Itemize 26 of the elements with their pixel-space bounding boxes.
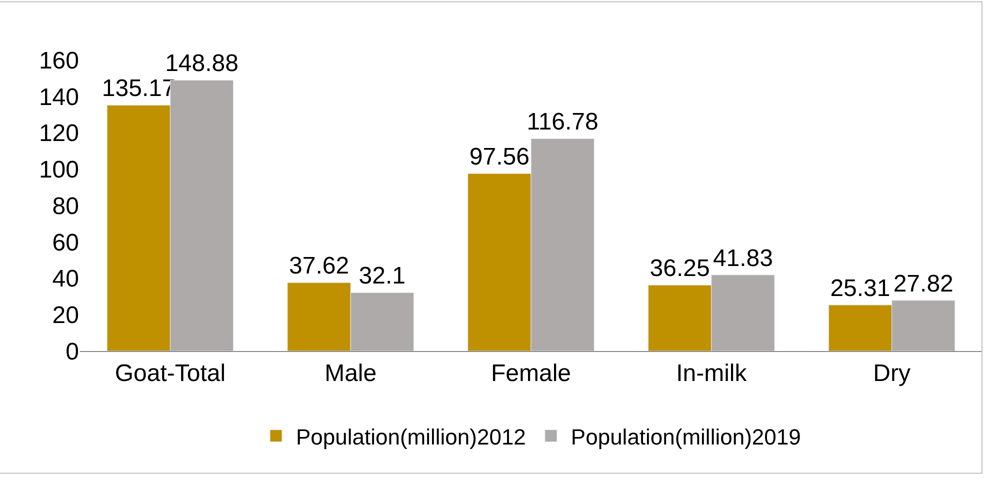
y-tick-label: 80 bbox=[52, 192, 79, 220]
x-tick-label: Goat-Total bbox=[114, 360, 226, 387]
legend-label: Population(million)2019 bbox=[570, 424, 801, 450]
y-tick-label: 140 bbox=[38, 84, 79, 111]
y-tick-label: 60 bbox=[52, 229, 79, 256]
data-label: 41.83 bbox=[712, 244, 773, 272]
x-tick-label: Female bbox=[490, 360, 572, 387]
data-label: 37.62 bbox=[289, 252, 350, 280]
data-label: 148.88 bbox=[165, 50, 238, 78]
x-tick-label: In-milk bbox=[676, 360, 748, 387]
x-tick-label: Dry bbox=[873, 360, 910, 387]
data-label: 32.1 bbox=[358, 262, 406, 290]
data-label: 25.31 bbox=[830, 274, 890, 302]
x-tick-label: Male bbox=[324, 360, 377, 387]
y-tick-label: 160 bbox=[38, 47, 79, 74]
data-label: 116.78 bbox=[526, 108, 598, 136]
data-label: 97.56 bbox=[469, 144, 530, 171]
y-tick-label: 0 bbox=[66, 338, 79, 366]
y-tick-label: 20 bbox=[52, 302, 79, 330]
y-tick-label: 100 bbox=[38, 156, 79, 184]
data-label: 27.82 bbox=[893, 270, 954, 298]
y-tick-label: 120 bbox=[38, 120, 79, 148]
data-label: 36.25 bbox=[650, 255, 710, 282]
y-tick-label: 40 bbox=[52, 266, 79, 293]
legend-label: Population(million)2012 bbox=[296, 424, 526, 450]
data-label: 135.17 bbox=[102, 75, 176, 102]
